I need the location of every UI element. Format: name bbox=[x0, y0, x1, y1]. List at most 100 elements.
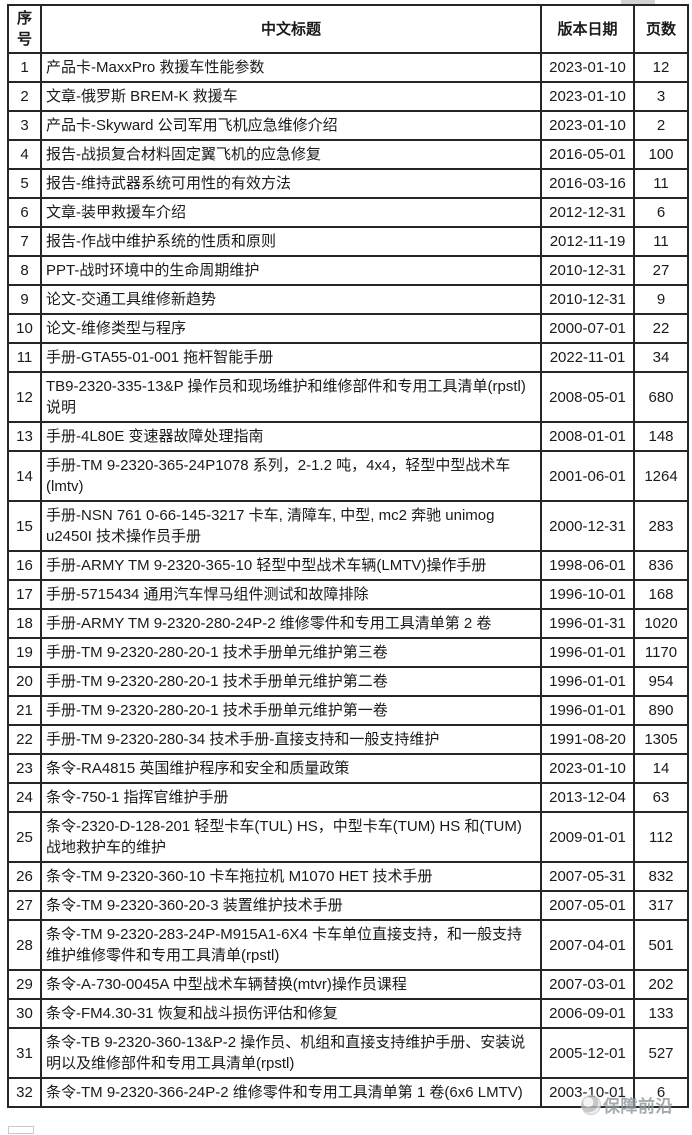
row-title-cell: 文章-装甲救援车介绍 bbox=[40, 197, 542, 228]
row-pages-cell: 14 bbox=[633, 753, 689, 784]
table-row: 22 手册-TM 9-2320-280-34 技术手册-直接支持和一般支持维护 … bbox=[7, 724, 689, 755]
row-title-cell: 条令-RA4815 英国维护程序和安全和质量政策 bbox=[40, 753, 542, 784]
row-title-cell: 文章-俄罗斯 BREM-K 救援车 bbox=[40, 81, 542, 112]
row-pages-cell: 202 bbox=[633, 969, 689, 1000]
row-date-cell: 2016-05-01 bbox=[540, 139, 635, 170]
row-date-cell: 2000-12-31 bbox=[540, 500, 635, 552]
row-seq-cell: 27 bbox=[7, 890, 42, 921]
row-title-cell: 手册-ARMY TM 9-2320-365-10 轻型中型战术车辆(LMTV)操… bbox=[40, 550, 542, 581]
table-row: 15 手册-NSN 761 0-66-145-3217 卡车, 清障车, 中型,… bbox=[7, 500, 689, 552]
table-row: 2 文章-俄罗斯 BREM-K 救援车 2023-01-10 3 bbox=[7, 81, 689, 112]
row-title-cell: 条令-TM 9-2320-283-24P-M915A1-6X4 卡车单位直接支持… bbox=[40, 919, 542, 971]
row-title-cell: 手册-GTA55-01-001 拖杆智能手册 bbox=[40, 342, 542, 373]
row-seq-cell: 2 bbox=[7, 81, 42, 112]
row-title-cell: 手册-ARMY TM 9-2320-280-24P-2 维修零件和专用工具清单第… bbox=[40, 608, 542, 639]
table-row: 12 TB9-2320-335-13&P 操作员和现场维护和维修部件和专用工具清… bbox=[7, 371, 689, 423]
row-pages-cell: 34 bbox=[633, 342, 689, 373]
row-title-cell: PPT-战时环境中的生命周期维护 bbox=[40, 255, 542, 286]
row-title-cell: 手册-TM 9-2320-365-24P1078 系列，2-1.2 吨，4x4，… bbox=[40, 450, 542, 502]
row-seq-cell: 15 bbox=[7, 500, 42, 552]
table-body: 1 产品卡-MaxxPro 救援车性能参数 2023-01-10 12 2 文章… bbox=[7, 52, 689, 1108]
table-row: 29 条令-A-730-0045A 中型战术车辆替换(mtvr)操作员课程 20… bbox=[7, 969, 689, 1000]
row-title-cell: 条令-TM 9-2320-360-20-3 装置维护技术手册 bbox=[40, 890, 542, 921]
row-title-cell: 论文-维修类型与程序 bbox=[40, 313, 542, 344]
row-date-cell: 2000-07-01 bbox=[540, 313, 635, 344]
row-seq-cell: 3 bbox=[7, 110, 42, 141]
row-date-cell: 1998-06-01 bbox=[540, 550, 635, 581]
table-row: 20 手册-TM 9-2320-280-20-1 技术手册单元维护第二卷 199… bbox=[7, 666, 689, 697]
row-pages-cell: 832 bbox=[633, 861, 689, 892]
row-title-cell: 条令-2320-D-128-201 轻型卡车(TUL) HS，中型卡车(TUM)… bbox=[40, 811, 542, 863]
row-seq-cell: 9 bbox=[7, 284, 42, 315]
row-seq-cell: 31 bbox=[7, 1027, 42, 1079]
row-title-cell: TB9-2320-335-13&P 操作员和现场维护和维修部件和专用工具清单(r… bbox=[40, 371, 542, 423]
row-seq-cell: 18 bbox=[7, 608, 42, 639]
row-seq-cell: 6 bbox=[7, 197, 42, 228]
table-row: 28 条令-TM 9-2320-283-24P-M915A1-6X4 卡车单位直… bbox=[7, 919, 689, 971]
table-row: 16 手册-ARMY TM 9-2320-365-10 轻型中型战术车辆(LMT… bbox=[7, 550, 689, 581]
table-row: 30 条令-FM4.30-31 恢复和战斗损伤评估和修复 2006-09-01 … bbox=[7, 998, 689, 1029]
row-seq-cell: 11 bbox=[7, 342, 42, 373]
row-pages-cell: 680 bbox=[633, 371, 689, 423]
row-seq-cell: 30 bbox=[7, 998, 42, 1029]
row-title-cell: 手册-NSN 761 0-66-145-3217 卡车, 清障车, 中型, mc… bbox=[40, 500, 542, 552]
table-row: 23 条令-RA4815 英国维护程序和安全和质量政策 2023-01-10 1… bbox=[7, 753, 689, 784]
row-seq-cell: 28 bbox=[7, 919, 42, 971]
table-header-row: 序号 中文标题 版本日期 页数 bbox=[7, 4, 689, 54]
row-date-cell: 2007-05-01 bbox=[540, 890, 635, 921]
table-row: 11 手册-GTA55-01-001 拖杆智能手册 2022-11-01 34 bbox=[7, 342, 689, 373]
row-pages-cell: 27 bbox=[633, 255, 689, 286]
row-pages-cell: 501 bbox=[633, 919, 689, 971]
row-seq-cell: 25 bbox=[7, 811, 42, 863]
row-seq-cell: 14 bbox=[7, 450, 42, 502]
row-date-cell: 2003-10-01 bbox=[540, 1077, 635, 1108]
table-row: 21 手册-TM 9-2320-280-20-1 技术手册单元维护第一卷 199… bbox=[7, 695, 689, 726]
table-row: 19 手册-TM 9-2320-280-20-1 技术手册单元维护第三卷 199… bbox=[7, 637, 689, 668]
row-pages-cell: 954 bbox=[633, 666, 689, 697]
row-pages-cell: 1170 bbox=[633, 637, 689, 668]
table-row: 1 产品卡-MaxxPro 救援车性能参数 2023-01-10 12 bbox=[7, 52, 689, 83]
row-title-cell: 手册-TM 9-2320-280-20-1 技术手册单元维护第三卷 bbox=[40, 637, 542, 668]
row-date-cell: 2012-12-31 bbox=[540, 197, 635, 228]
row-pages-cell: 2 bbox=[633, 110, 689, 141]
table-row: 9 论文-交通工具维修新趋势 2010-12-31 9 bbox=[7, 284, 689, 315]
row-title-cell: 条令-TM 9-2320-360-10 卡车拖拉机 M1070 HET 技术手册 bbox=[40, 861, 542, 892]
row-date-cell: 1996-01-01 bbox=[540, 666, 635, 697]
table-row: 32 条令-TM 9-2320-366-24P-2 维修零件和专用工具清单第 1… bbox=[7, 1077, 689, 1108]
table-row: 13 手册-4L80E 变速器故障处理指南 2008-01-01 148 bbox=[7, 421, 689, 452]
row-date-cell: 2022-11-01 bbox=[540, 342, 635, 373]
row-date-cell: 2016-03-16 bbox=[540, 168, 635, 199]
row-title-cell: 手册-TM 9-2320-280-34 技术手册-直接支持和一般支持维护 bbox=[40, 724, 542, 755]
row-seq-cell: 12 bbox=[7, 371, 42, 423]
row-seq-cell: 5 bbox=[7, 168, 42, 199]
row-date-cell: 2006-09-01 bbox=[540, 998, 635, 1029]
table-row: 31 条令-TB 9-2320-360-13&P-2 操作员、机组和直接支持维护… bbox=[7, 1027, 689, 1079]
table-row: 24 条令-750-1 指挥官维护手册 2013-12-04 63 bbox=[7, 782, 689, 813]
row-seq-cell: 32 bbox=[7, 1077, 42, 1108]
table-row: 18 手册-ARMY TM 9-2320-280-24P-2 维修零件和专用工具… bbox=[7, 608, 689, 639]
row-date-cell: 2008-05-01 bbox=[540, 371, 635, 423]
row-pages-cell: 890 bbox=[633, 695, 689, 726]
table-row: 10 论文-维修类型与程序 2000-07-01 22 bbox=[7, 313, 689, 344]
row-pages-cell: 11 bbox=[633, 226, 689, 257]
row-date-cell: 1996-10-01 bbox=[540, 579, 635, 610]
table-row: 14 手册-TM 9-2320-365-24P1078 系列，2-1.2 吨，4… bbox=[7, 450, 689, 502]
row-pages-cell: 6 bbox=[633, 1077, 689, 1108]
row-seq-cell: 22 bbox=[7, 724, 42, 755]
column-header-seq: 序号 bbox=[7, 4, 42, 54]
row-seq-cell: 24 bbox=[7, 782, 42, 813]
row-pages-cell: 11 bbox=[633, 168, 689, 199]
row-date-cell: 2007-03-01 bbox=[540, 969, 635, 1000]
table-row: 3 产品卡-Skyward 公司军用飞机应急维修介绍 2023-01-10 2 bbox=[7, 110, 689, 141]
row-pages-cell: 317 bbox=[633, 890, 689, 921]
table-row: 17 手册-5715434 通用汽车悍马组件测试和故障排除 1996-10-01… bbox=[7, 579, 689, 610]
row-title-cell: 条令-TM 9-2320-366-24P-2 维修零件和专用工具清单第 1 卷(… bbox=[40, 1077, 542, 1108]
row-date-cell: 2007-04-01 bbox=[540, 919, 635, 971]
document-list-table: 序号 中文标题 版本日期 页数 1 产品卡-MaxxPro 救援车性能参数 20… bbox=[7, 4, 689, 1108]
row-title-cell: 产品卡-Skyward 公司军用飞机应急维修介绍 bbox=[40, 110, 542, 141]
row-title-cell: 条令-A-730-0045A 中型战术车辆替换(mtvr)操作员课程 bbox=[40, 969, 542, 1000]
row-pages-cell: 6 bbox=[633, 197, 689, 228]
row-title-cell: 报告-维持武器系统可用性的有效方法 bbox=[40, 168, 542, 199]
scan-artifact-bottom-left bbox=[8, 1126, 34, 1134]
row-title-cell: 报告-作战中维护系统的性质和原则 bbox=[40, 226, 542, 257]
